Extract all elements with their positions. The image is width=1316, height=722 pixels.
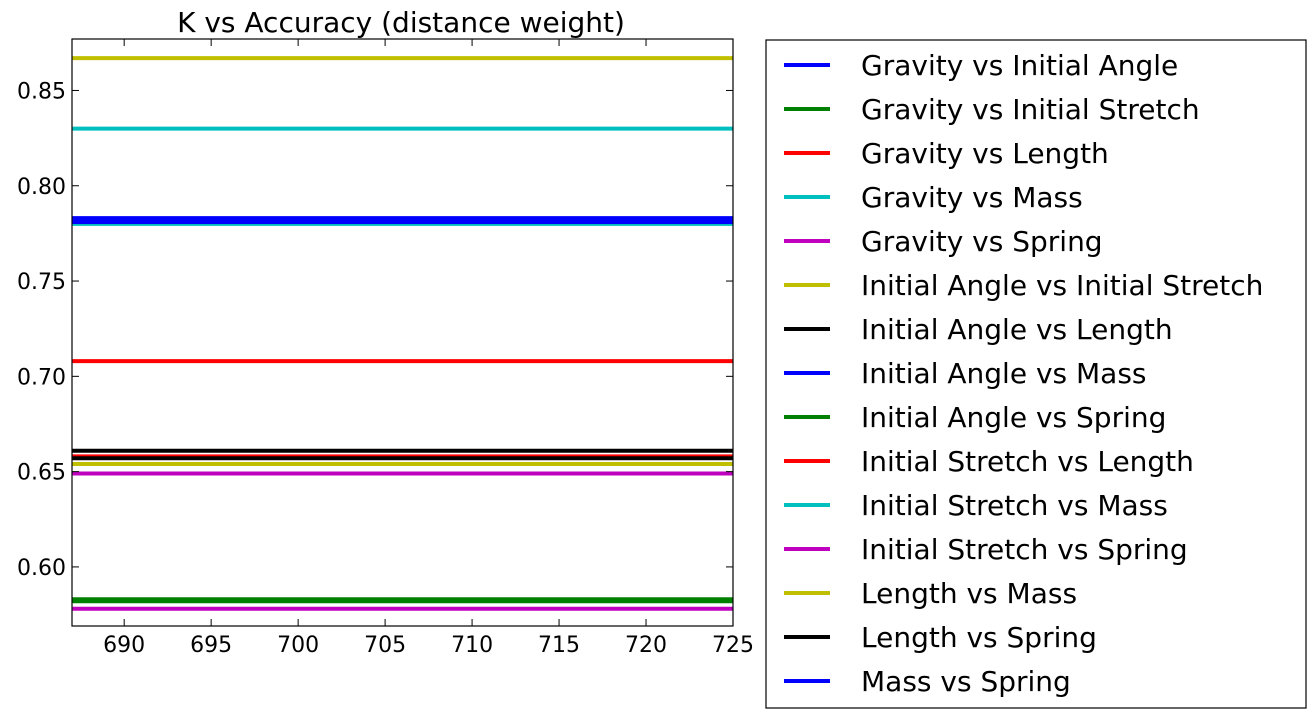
x-tick-label: 700 — [277, 633, 319, 658]
legend-label-11: Initial Stretch vs Spring — [861, 533, 1188, 566]
legend: Gravity vs Initial Angle Gravity vs Initi… — [765, 39, 1307, 709]
legend-label-13: Length vs Spring — [861, 621, 1097, 654]
x-tick-label: 690 — [103, 633, 145, 658]
plot-frame — [71, 38, 734, 627]
x-tick-label: 725 — [712, 633, 754, 658]
x-tick-label: 715 — [538, 633, 580, 658]
y-tick-label: 0.65 — [17, 461, 66, 486]
y-tick-label: 0.80 — [17, 175, 66, 200]
legend-label-3: Gravity vs Mass — [861, 181, 1083, 214]
legend-label-9: Initial Stretch vs Length — [861, 445, 1194, 478]
x-tick-label: 705 — [364, 633, 406, 658]
legend-label-5: Initial Angle vs Initial Stretch — [861, 269, 1263, 302]
legend-label-10: Initial Stretch vs Mass — [861, 489, 1168, 522]
legend-label-6: Initial Angle vs Length — [861, 313, 1173, 346]
y-tick-label: 0.60 — [17, 556, 66, 581]
legend-label-14: Mass vs Spring — [861, 665, 1071, 698]
y-tick-label: 0.70 — [17, 365, 66, 390]
legend-box — [765, 39, 1307, 709]
legend-label-8: Initial Angle vs Spring — [861, 401, 1166, 434]
chart-title: K vs Accuracy (distance weight) — [177, 6, 625, 39]
x-tick-label: 720 — [625, 633, 667, 658]
y-tick-label: 0.85 — [17, 79, 66, 104]
series-lines — [72, 56, 733, 611]
legend-label-0: Gravity vs Initial Angle — [861, 49, 1178, 82]
legend-label-7: Initial Angle vs Mass — [861, 357, 1147, 390]
plot-area: 0.60 0.65 0.70 0.75 0.80 0.85 690 695 700 705 710 7… — [17, 38, 754, 658]
legend-label-1: Gravity vs Initial Stretch — [861, 93, 1200, 126]
x-tick-label: 710 — [451, 633, 493, 658]
y-tick-label: 0.75 — [17, 270, 66, 295]
legend-label-2: Gravity vs Length — [861, 137, 1109, 170]
legend-label-12: Length vs Mass — [861, 577, 1077, 610]
x-tick-label: 695 — [190, 633, 232, 658]
legend-label-4: Gravity vs Spring — [861, 225, 1103, 258]
